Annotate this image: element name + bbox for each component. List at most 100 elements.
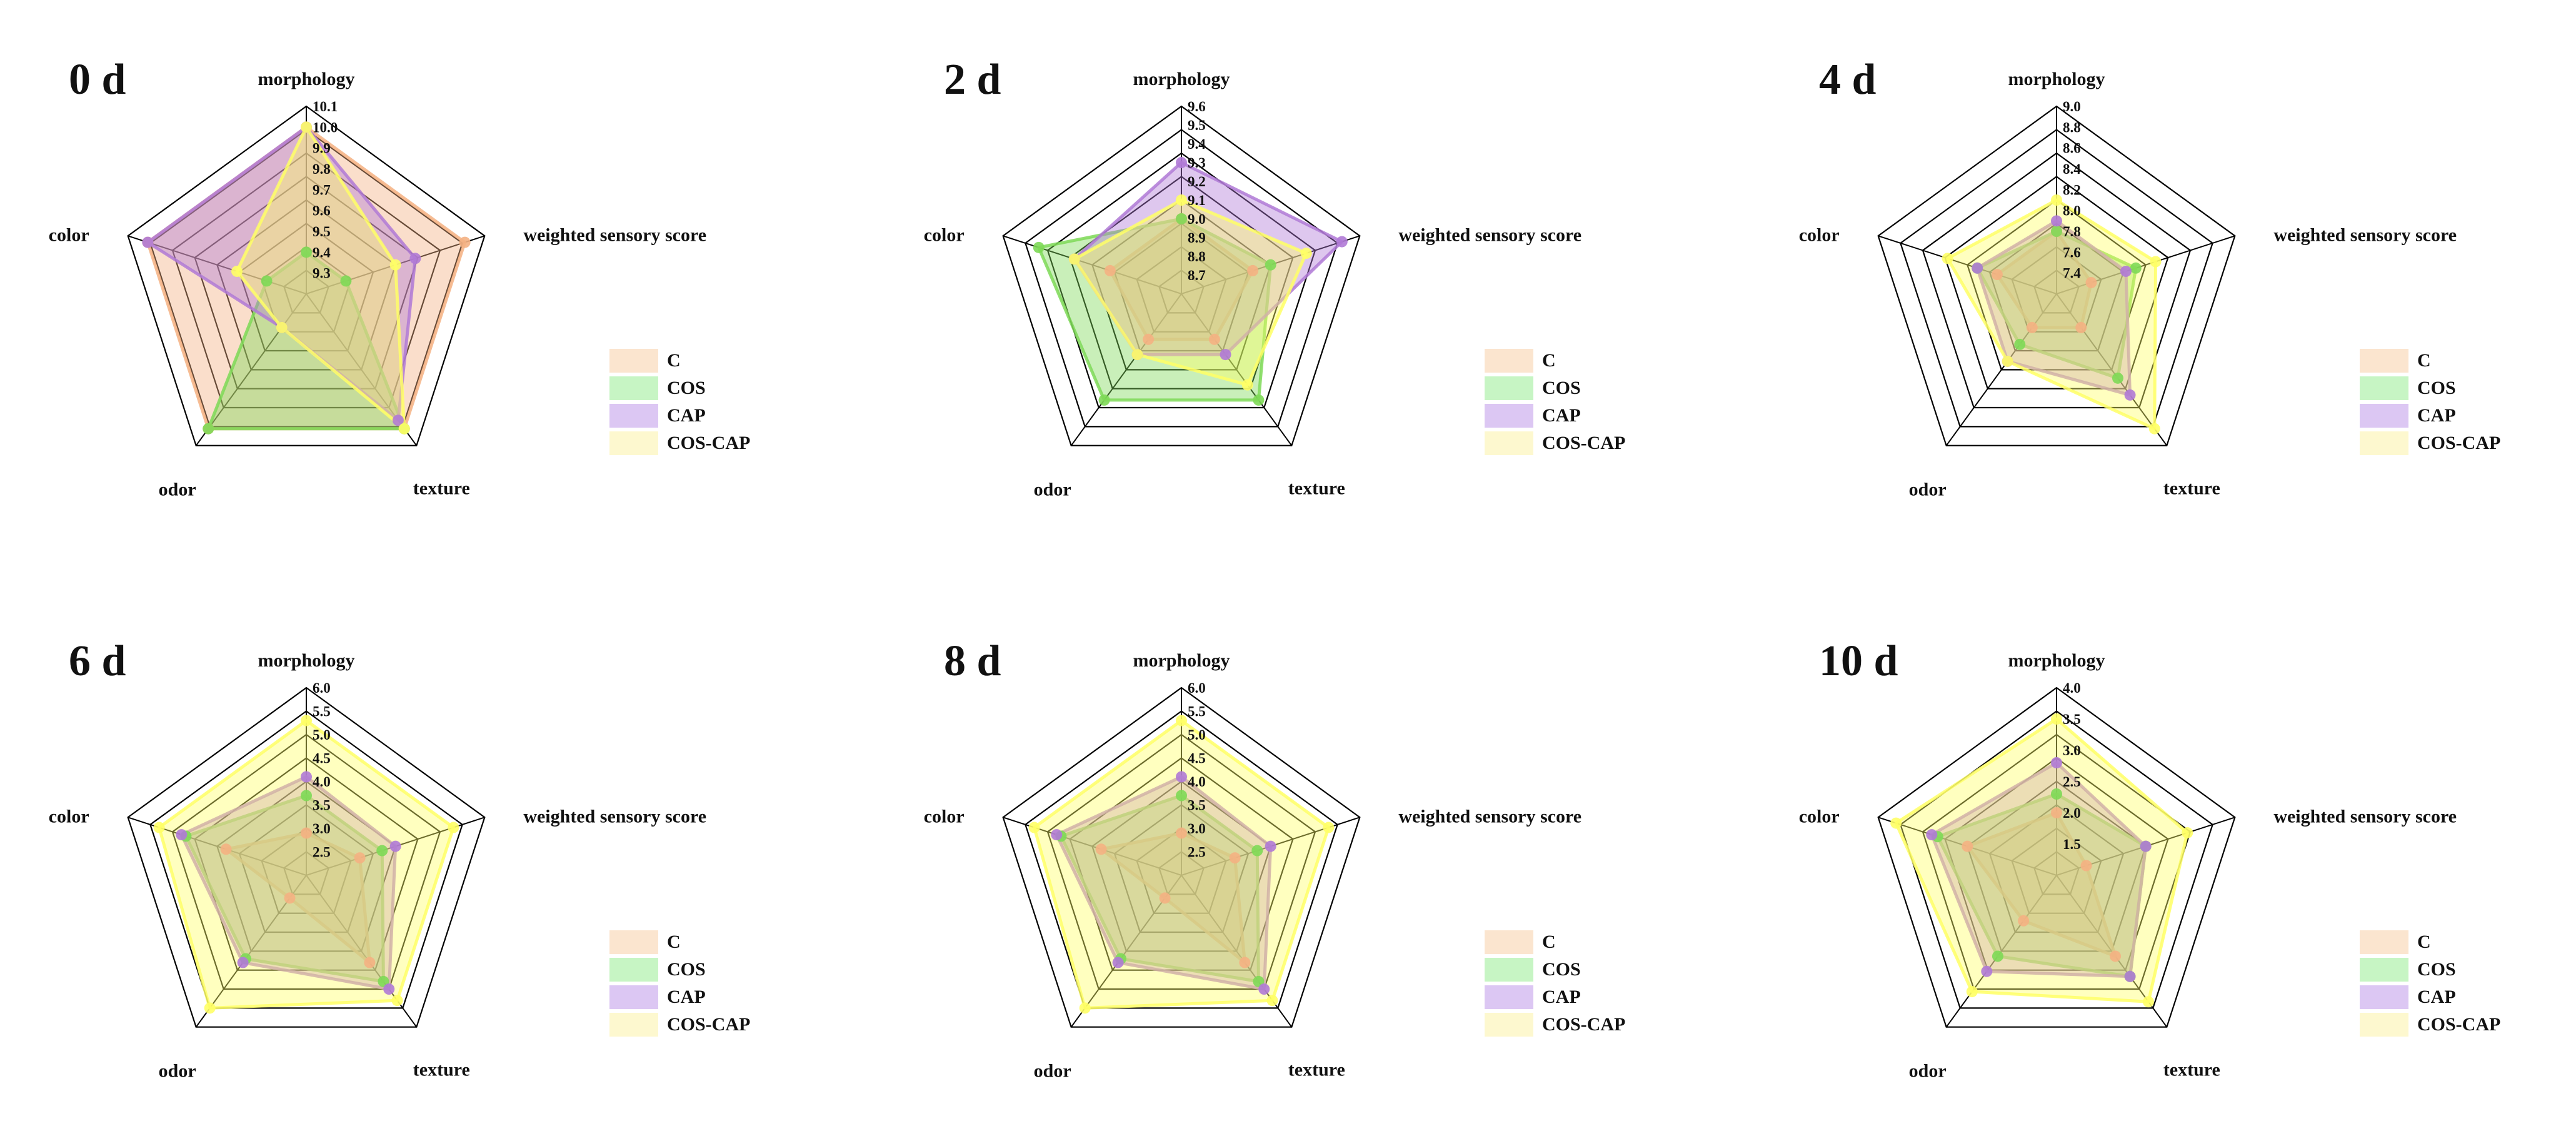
- legend-item: C: [609, 928, 750, 956]
- data-point-cap: [389, 840, 401, 852]
- data-point-cos: [2014, 338, 2026, 350]
- legend-label: COS-CAP: [667, 1014, 751, 1035]
- grid-ring: [127, 686, 486, 1028]
- legend-label: COS-CAP: [667, 433, 751, 453]
- legend-label: COS-CAP: [2417, 433, 2501, 453]
- data-point-c: [2018, 915, 2030, 927]
- grid-ring: [1922, 152, 2192, 409]
- grid-ring: [1900, 710, 2213, 1009]
- legend-item: CAP: [1485, 983, 1625, 1011]
- grid-ring: [171, 733, 441, 990]
- data-point-c: [1176, 827, 1187, 839]
- data-point-c: [2110, 950, 2122, 962]
- data-point-c: [284, 892, 296, 904]
- data-point-cos: [2112, 372, 2123, 384]
- axis-label-morphology: morphology: [2008, 650, 2105, 671]
- data-point-c: [459, 236, 471, 248]
- legend-swatch: [609, 376, 658, 400]
- legend-item: COS-CAP: [1485, 1011, 1625, 1038]
- legend-swatch: [1485, 930, 1533, 954]
- data-point-c: [1239, 957, 1251, 968]
- axis-spoke: [1003, 235, 1182, 294]
- axis-label-texture: texture: [413, 478, 470, 499]
- radar-svg: 1.5 2.0 2.5 3.0 3.5 4.0 morphology weighted sen…: [1799, 650, 2457, 1082]
- tick-label: 9.5: [1188, 118, 1206, 133]
- grid-ring: [2033, 269, 2080, 314]
- axis-label-texture: texture: [2163, 478, 2220, 499]
- tick-label: 8.0: [2063, 203, 2081, 219]
- data-point-cos-cap: [204, 1002, 216, 1014]
- legend: C COS CAP COS-CAP: [1485, 928, 1625, 1038]
- data-point-cos-cap: [231, 265, 243, 277]
- data-point-cos-cap: [2051, 713, 2062, 725]
- data-point-cos-cap: [391, 995, 403, 1007]
- data-point-cos: [340, 275, 352, 287]
- axis-label-weighted-sensory-score: weighted sensory score: [523, 224, 706, 245]
- legend-swatch: [609, 431, 658, 455]
- data-point-c: [2080, 860, 2092, 872]
- axis-label-texture: texture: [1288, 1060, 1345, 1080]
- tick-label: 9.5: [313, 224, 331, 239]
- tick-label: 4.0: [2063, 680, 2081, 696]
- data-point-c: [2026, 321, 2038, 333]
- data-point-cos-cap: [1176, 715, 1187, 726]
- tick-label: 8.4: [2063, 161, 2081, 177]
- data-point-cap: [409, 253, 421, 264]
- grid-ring: [1967, 199, 2147, 371]
- grid-ring: [261, 246, 352, 333]
- axis-label-morphology: morphology: [258, 650, 354, 671]
- series-area-cos-cap: [1946, 198, 2158, 431]
- data-point-c: [1095, 843, 1107, 855]
- series-area-cap: [179, 775, 398, 991]
- tick-label: 9.8: [313, 161, 331, 177]
- grid-ring: [171, 152, 441, 409]
- data-point-cap: [2140, 840, 2152, 852]
- axis-label-texture: texture: [1288, 478, 1345, 499]
- legend-item: COS: [1485, 374, 1625, 402]
- data-point-cap: [2120, 265, 2132, 277]
- tick-label: 9.0: [2063, 99, 2081, 114]
- data-point-cap: [1112, 957, 1124, 968]
- tick-label: 9.3: [313, 266, 331, 281]
- data-point-cos-cap: [2148, 423, 2160, 435]
- chart-title: 10 d: [1819, 637, 1898, 685]
- series-area-cos-cap: [1033, 719, 1330, 1010]
- data-point-cap: [392, 415, 404, 426]
- grid-ring: [1900, 129, 2213, 428]
- legend-item: COS: [2360, 956, 2500, 983]
- data-point-cos: [2130, 262, 2142, 274]
- data-point-cap: [1051, 829, 1063, 841]
- grid-ring: [1136, 246, 1227, 333]
- tick-label: 2.0: [2063, 805, 2081, 821]
- legend-item: C: [2360, 928, 2500, 956]
- axis-label-color: color: [924, 224, 965, 245]
- tick-label: 7.6: [2063, 244, 2081, 260]
- data-point-cap: [2051, 757, 2062, 768]
- legend-swatch: [609, 958, 658, 982]
- data-point-cos: [1098, 394, 1110, 406]
- legend-swatch: [2360, 958, 2408, 982]
- data-point-cos: [1176, 790, 1187, 802]
- legend-label: C: [1542, 350, 1556, 371]
- tick-label: 8.8: [1188, 249, 1206, 264]
- series-area-cos: [1936, 792, 2148, 978]
- tick-label: 1.5: [2063, 837, 2081, 852]
- chart-title: 2 d: [944, 56, 1001, 104]
- tick-label: 9.1: [1188, 193, 1206, 208]
- legend-swatch: [2360, 404, 2408, 428]
- axis-label-weighted-sensory-score: weighted sensory score: [1398, 806, 1581, 827]
- axis-label-weighted-sensory-score: weighted sensory score: [1398, 224, 1581, 245]
- tick-label: 7.8: [2063, 224, 2081, 239]
- legend-label: C: [667, 932, 681, 952]
- data-point-c: [1991, 269, 2003, 281]
- grid-ring: [2011, 246, 2102, 333]
- tick-label: 3.5: [1188, 798, 1206, 813]
- legend-label: CAP: [667, 405, 706, 426]
- legend-swatch: [2360, 985, 2408, 1009]
- tick-label: 4.5: [1188, 751, 1206, 767]
- series-area-cos: [184, 794, 385, 983]
- legend-label: CAP: [1542, 987, 1581, 1007]
- legend-item: COS: [2360, 374, 2500, 402]
- legend-swatch: [609, 349, 658, 373]
